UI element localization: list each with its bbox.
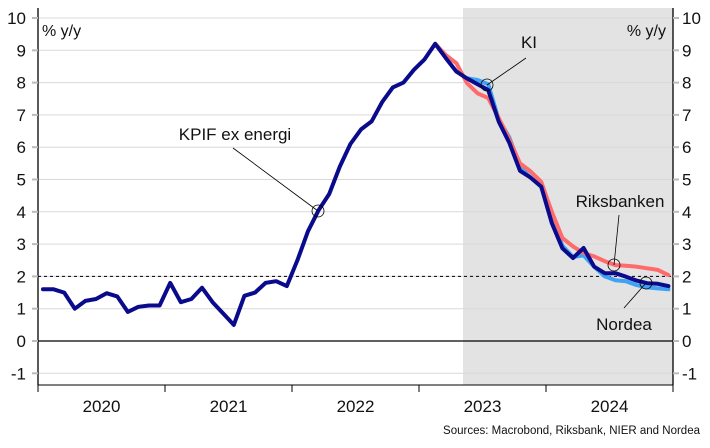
source-note: Sources: Macrobond, Riksbank, NIER and N… [443, 425, 701, 437]
y-tick-label: 5 [682, 171, 691, 190]
series-line-kpif-ex-energi-nordea [41, 41, 671, 327]
y-tick-label: 8 [17, 74, 26, 93]
kpif-annotation-marker [311, 204, 325, 218]
x-tick-label: 2024 [591, 397, 629, 416]
y-axis-label-left: % y/y [42, 23, 81, 40]
y-tick-label: 5 [17, 171, 26, 190]
y-tick-label: 2 [17, 267, 26, 286]
y-axis-left: -1 0 1 2 3 4 5 6 7 8 9 10 [7, 9, 38, 383]
y-axis-right: -1 0 1 2 3 4 5 6 7 8 9 10 [673, 9, 701, 383]
ki-annotation-marker [480, 78, 494, 92]
riksbanken-annotation-leader [613, 214, 620, 266]
kpif-annotation-label: KPIF ex energi [179, 125, 291, 144]
riksbanken-annotation-marker [607, 258, 621, 272]
series-line-riksbanken [433, 41, 671, 278]
x-tick-label: 2020 [83, 397, 121, 416]
y-tick-label: 1 [682, 300, 691, 319]
y-tick-label: 9 [17, 41, 26, 60]
y-tick-label: 4 [17, 203, 26, 222]
y-tick-label: 7 [682, 106, 691, 125]
x-axis: 2020 2021 2022 2023 2024 [37, 384, 674, 416]
forecast-shade [463, 8, 673, 385]
x-tick-label: 2022 [337, 397, 375, 416]
nordea-annotation-label: Nordea [596, 315, 652, 334]
series-lines [41, 41, 671, 327]
y-tick-label: 2 [682, 267, 691, 286]
riksbanken-annotation-label: Riksbanken [576, 192, 665, 211]
y-tick-label: 0 [17, 332, 26, 351]
y-tick-label: 3 [17, 235, 26, 254]
y-tick-label: 0 [682, 332, 691, 351]
y-tick-label: 10 [682, 9, 701, 28]
y-tick-label: -1 [682, 364, 697, 383]
ki-annotation-leader [486, 57, 527, 86]
kpif-annotation-leader [232, 147, 319, 212]
y-tick-label: 4 [682, 203, 691, 222]
y-tick-label: 8 [682, 74, 691, 93]
y-tick-label: -1 [11, 364, 26, 383]
y-tick-label: 10 [7, 9, 26, 28]
x-tick-label: 2023 [464, 397, 502, 416]
ki-annotation-label: KI [521, 33, 537, 52]
y-tick-label: 1 [17, 300, 26, 319]
annotations: KPIF ex energi KI Riksbanken Nordea [179, 33, 665, 334]
y-tick-label: 7 [17, 106, 26, 125]
y-tick-label: 3 [682, 235, 691, 254]
nordea-annotation-marker [639, 276, 653, 290]
y-tick-label: 9 [682, 41, 691, 60]
gridlines [37, 8, 674, 385]
y-tick-label: 6 [17, 138, 26, 157]
y-tick-label: 6 [682, 138, 691, 157]
y-axis-label-right: % y/y [627, 23, 666, 40]
x-tick-label: 2021 [210, 397, 248, 416]
nordea-annotation-leader [623, 282, 647, 309]
